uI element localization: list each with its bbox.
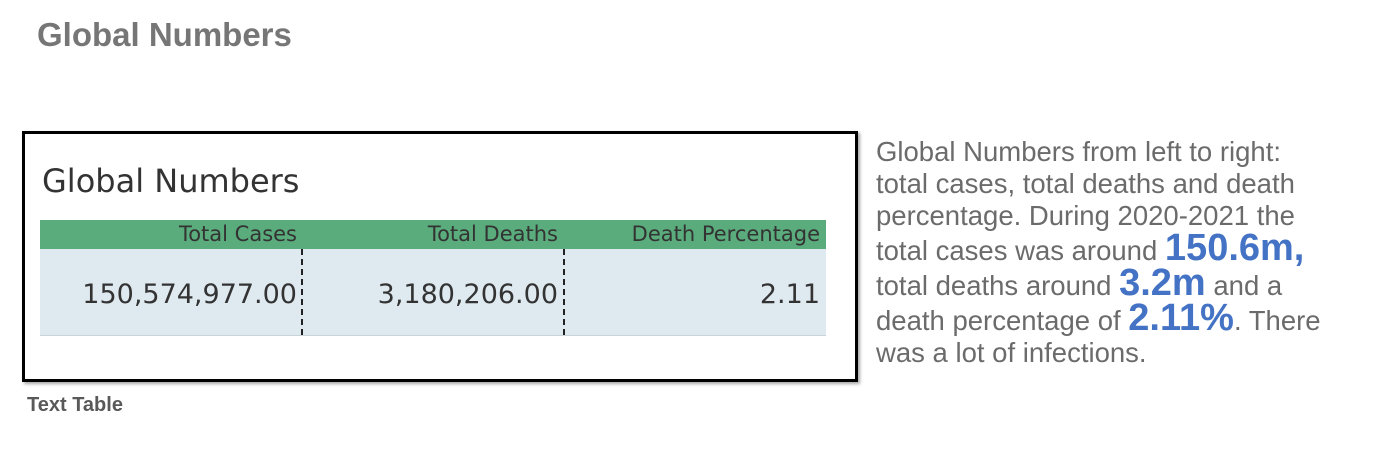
text-table-panel: Global Numbers Total Cases Total Deaths … (22, 131, 858, 382)
visual-type-caption: Text Table (27, 394, 123, 416)
description-line: Global Numbers from left to right: (876, 136, 1282, 167)
description-line: . There (1233, 305, 1321, 336)
table-row: 150,574,977.00 3,180,206.00 2.11 (40, 249, 826, 336)
death-percentage-highlight: 2.11% (1128, 297, 1234, 339)
description-text: Global Numbers from left to right: total… (876, 136, 1376, 369)
header-death-percentage: Death Percentage (631, 222, 820, 246)
value-total-cases: 150,574,977.00 (82, 279, 297, 310)
value-total-deaths: 3,180,206.00 (377, 279, 558, 310)
total-cases-highlight: 150.6m, (1164, 227, 1305, 269)
description-line: and a (1205, 270, 1283, 301)
total-deaths-highlight: 3.2m (1119, 262, 1206, 304)
table-header-row: Total Cases Total Deaths Death Percentag… (40, 220, 826, 249)
column-divider (301, 249, 303, 335)
description-line: total deaths around (876, 270, 1120, 301)
description-line: percentage. During 2020-2021 the (876, 200, 1295, 231)
page-title: Global Numbers (37, 16, 292, 53)
header-total-cases: Total Cases (178, 222, 297, 246)
description-line: total cases, total deaths and death (876, 168, 1295, 199)
description-line: was a lot of infections. (876, 337, 1147, 368)
table-title: Global Numbers (42, 162, 300, 200)
value-death-percentage: 2.11 (759, 279, 820, 310)
description-line: death percentage of (876, 305, 1129, 336)
header-total-deaths: Total Deaths (427, 222, 558, 246)
description-line: total cases was around (876, 235, 1165, 266)
column-divider (563, 249, 565, 335)
